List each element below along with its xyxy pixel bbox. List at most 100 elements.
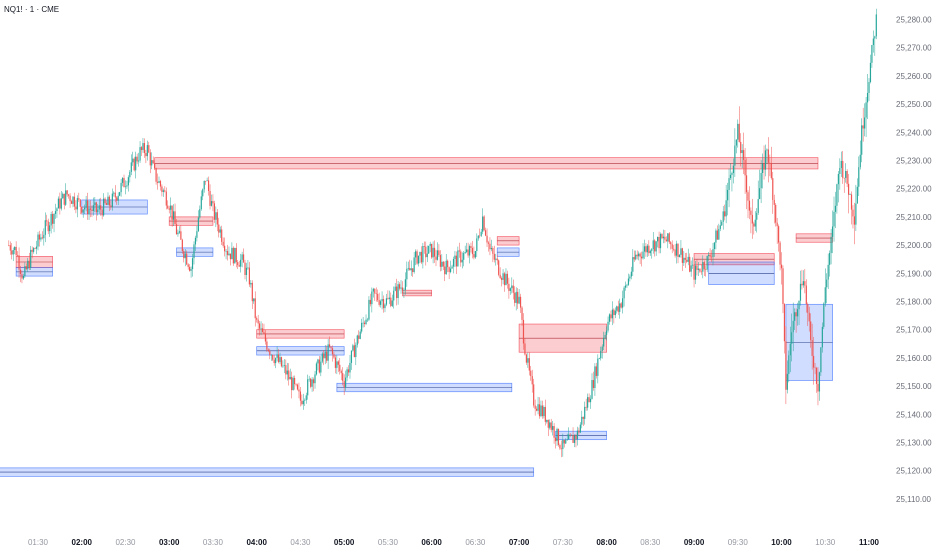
candle-body bbox=[16, 255, 19, 256]
candle-body bbox=[8, 245, 10, 246]
candle-body bbox=[744, 159, 746, 176]
candle-body bbox=[780, 264, 783, 269]
time-axis[interactable]: 01:30 02:00 02:30 03:00 03:30 04:00 04:30 05:00… bbox=[28, 538, 880, 547]
candle-body bbox=[207, 180, 210, 191]
price-tick-label: 25,200.00 bbox=[896, 241, 932, 250]
candle-body bbox=[91, 209, 93, 211]
candle-body bbox=[597, 358, 599, 376]
candle-body bbox=[289, 376, 291, 380]
candle-body bbox=[611, 309, 614, 319]
candle-body bbox=[199, 209, 201, 218]
candle-body bbox=[617, 306, 619, 312]
candle-body bbox=[623, 287, 625, 299]
candle-body bbox=[225, 251, 227, 252]
candle-body bbox=[531, 376, 533, 385]
candle-body bbox=[190, 269, 192, 271]
candle-body bbox=[760, 173, 762, 189]
candle-body bbox=[562, 439, 564, 450]
candle-body bbox=[31, 249, 33, 252]
candle-body bbox=[92, 205, 94, 211]
candle-body bbox=[630, 271, 632, 277]
candle-body bbox=[635, 254, 637, 260]
chart-title: NQ1! · 1 · CME bbox=[4, 5, 60, 14]
candle-body bbox=[63, 193, 65, 205]
candle-body bbox=[400, 287, 402, 289]
candle-body bbox=[786, 373, 788, 390]
price-axis[interactable]: 25,280.00 25,270.00 25,260.00 25,250.00 25,2… bbox=[896, 15, 932, 503]
candle-body bbox=[111, 193, 113, 208]
candle-body bbox=[423, 245, 425, 247]
candle-body bbox=[326, 351, 328, 361]
candle-body bbox=[72, 196, 74, 204]
candle-body bbox=[471, 247, 474, 255]
candle-body bbox=[636, 254, 638, 257]
candle-body bbox=[215, 212, 217, 220]
candle-body bbox=[267, 349, 269, 351]
candle-body bbox=[750, 210, 752, 215]
candle-body bbox=[759, 188, 761, 200]
candle-body bbox=[148, 145, 150, 153]
price-tick-label: 25,140.00 bbox=[896, 410, 932, 419]
candle-body bbox=[693, 264, 695, 280]
candle-body bbox=[856, 186, 858, 204]
candle-body bbox=[834, 205, 837, 212]
candle-body bbox=[725, 200, 727, 217]
candle-body bbox=[19, 269, 22, 275]
candle-body bbox=[674, 249, 676, 256]
candle-body bbox=[180, 231, 182, 240]
candle-body bbox=[748, 200, 751, 211]
candle-body bbox=[404, 279, 406, 290]
candle-body bbox=[345, 377, 347, 388]
candle-body bbox=[12, 249, 14, 255]
candle-body bbox=[51, 213, 54, 224]
candle-body bbox=[627, 278, 630, 285]
candle-body bbox=[46, 220, 48, 222]
candle-body bbox=[517, 291, 519, 304]
candle-body bbox=[648, 245, 650, 254]
time-tick-label: 02:30 bbox=[115, 538, 136, 547]
candle-body bbox=[336, 361, 338, 368]
candle-body bbox=[496, 258, 498, 261]
candle-body bbox=[331, 348, 334, 355]
candle-body bbox=[146, 145, 148, 157]
candle-body bbox=[600, 350, 602, 359]
candle-body bbox=[145, 153, 147, 157]
candle-body bbox=[826, 279, 828, 288]
candle-body bbox=[127, 177, 129, 186]
candle-body bbox=[259, 323, 261, 329]
candle-body bbox=[703, 262, 705, 270]
candle-body bbox=[406, 268, 408, 280]
candle-body bbox=[89, 208, 92, 210]
candle-body bbox=[272, 354, 274, 360]
candle-body bbox=[743, 150, 745, 160]
candle-body bbox=[464, 251, 466, 254]
candle-body bbox=[412, 268, 414, 273]
candle-body bbox=[342, 373, 344, 381]
candle-body bbox=[683, 257, 685, 263]
candle-body bbox=[645, 246, 647, 253]
candle-body bbox=[710, 256, 713, 258]
candle-body bbox=[673, 248, 675, 250]
candle-body bbox=[525, 354, 527, 363]
candle-body bbox=[273, 359, 275, 364]
candle-body bbox=[234, 247, 236, 264]
candle-body bbox=[792, 320, 794, 333]
candle-body bbox=[330, 346, 332, 349]
candle-body bbox=[460, 251, 462, 263]
candle-body bbox=[401, 287, 404, 291]
candle-body bbox=[799, 283, 802, 301]
candle-body bbox=[218, 224, 220, 233]
candle-body bbox=[350, 350, 353, 363]
candle-body bbox=[403, 289, 405, 291]
candle-body bbox=[318, 359, 320, 373]
candle-body bbox=[224, 245, 226, 252]
candle-body bbox=[689, 256, 691, 272]
candle-body bbox=[767, 149, 770, 163]
candle-body bbox=[231, 247, 233, 260]
candle-body bbox=[428, 245, 430, 254]
candle-body bbox=[505, 273, 507, 286]
candle-body bbox=[858, 167, 860, 187]
candle-body bbox=[295, 384, 297, 385]
candle-body bbox=[44, 220, 46, 235]
